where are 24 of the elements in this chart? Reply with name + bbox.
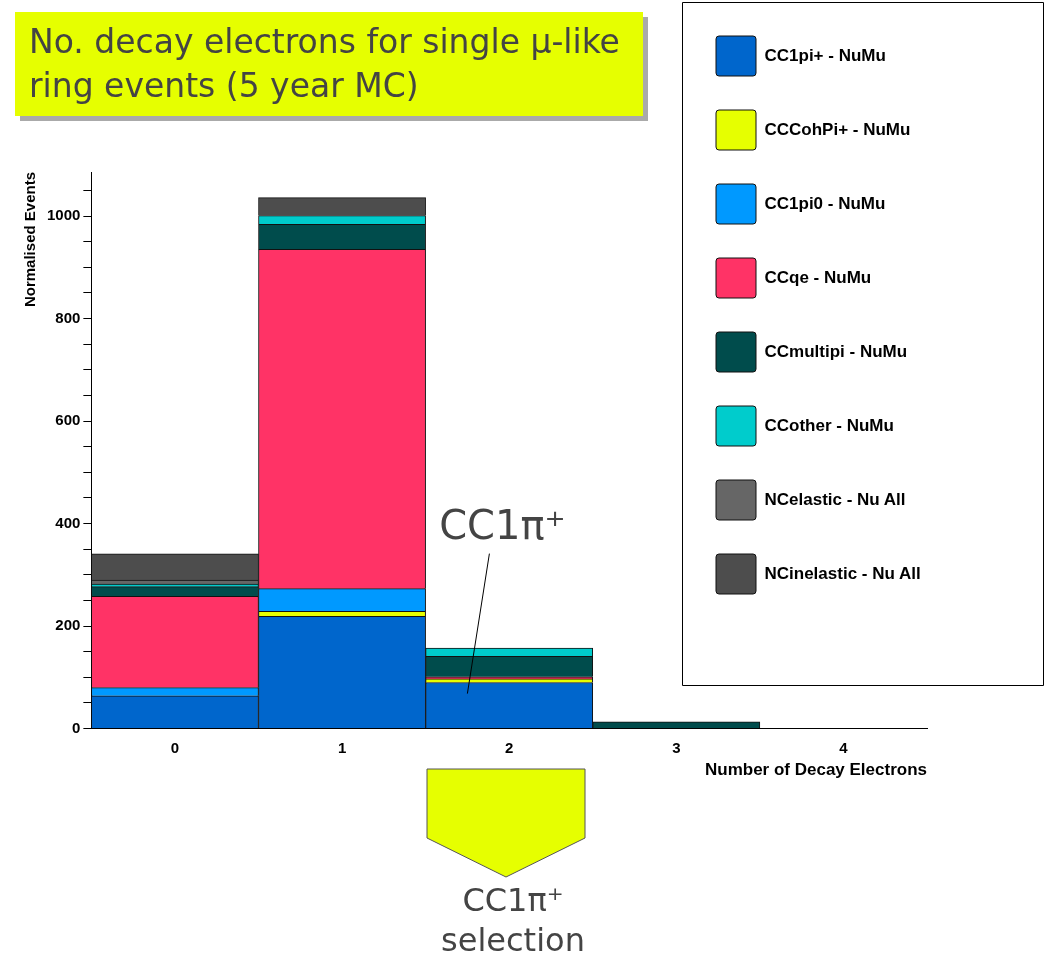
legend-label: CCmultipi - NuMu (764, 341, 908, 361)
chart-title: No. decay electrons for single μ-like ring events (5 year MC) (15, 12, 643, 116)
legend-label: NCelastic - Nu All (764, 489, 906, 509)
legend-label: CCCohPi+ - NuMu (764, 119, 911, 139)
x-tick-label: 1 (337, 738, 347, 756)
y-axis-title: Normalised Events (21, 172, 39, 308)
y-tick-label: 1000 (46, 206, 81, 224)
text: CC1π⁺ selection (440, 880, 586, 960)
x-tick-label: 2 (505, 738, 514, 756)
x-axis-title: Number of Decay Electrons (704, 760, 927, 780)
y-tick-label: 600 (55, 411, 81, 429)
y-tick-label: 400 (55, 513, 81, 531)
y-tick-label: 0 (72, 718, 81, 736)
annotation: CC1π⁺ (439, 501, 566, 548)
legend-label: CC1pi0 - NuMu (764, 193, 886, 213)
x-tick-label: 3 (672, 738, 681, 756)
x-tick-label: 0 (170, 738, 180, 756)
y-tick-label: 800 (55, 308, 81, 326)
legend-label: CC1pi+ - NuMu (764, 45, 886, 65)
legend-label: CCqe - NuMu (764, 267, 872, 287)
legend-label: CCother - NuMu (764, 415, 894, 435)
y-tick-label: 200 (55, 616, 81, 634)
x-tick-label: 4 (839, 738, 849, 756)
legend-label: NCinelastic - Nu All (764, 563, 921, 583)
